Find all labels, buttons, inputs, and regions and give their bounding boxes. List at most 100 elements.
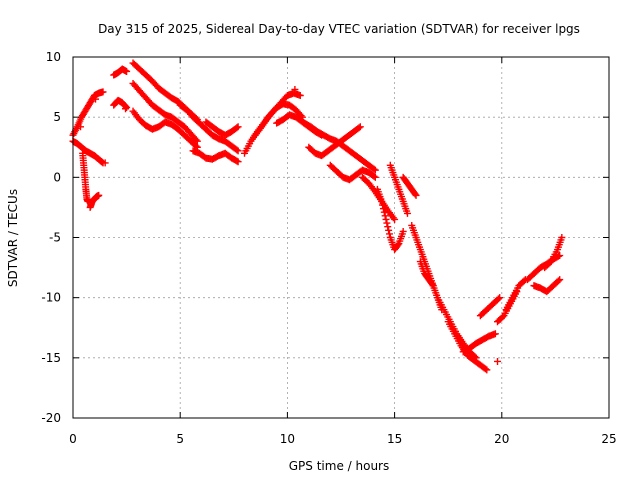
data-point	[296, 92, 304, 100]
data-point	[233, 157, 241, 165]
x-tick-label: 10	[280, 432, 295, 446]
data-point	[385, 230, 393, 238]
data-point	[234, 147, 242, 155]
data-point	[123, 104, 131, 112]
y-tick-label: -20	[41, 411, 61, 425]
x-tick-label: 0	[69, 432, 77, 446]
x-tick-label: 5	[176, 432, 184, 446]
data-point	[411, 190, 419, 198]
data-point	[494, 357, 502, 365]
data-series-track-a	[69, 88, 107, 139]
data-series-track-i	[129, 107, 201, 151]
data-series-track-e	[110, 65, 131, 79]
y-tick-label: 5	[53, 110, 61, 124]
data-point	[355, 124, 363, 132]
x-axis-label: GPS time / hours	[289, 459, 390, 473]
data-point	[371, 166, 379, 174]
data-point	[403, 209, 411, 217]
data-point	[491, 330, 499, 338]
data-series-track-f	[110, 96, 131, 112]
data-series-track-v	[399, 173, 420, 199]
data-point	[428, 280, 436, 288]
data-point	[122, 105, 130, 113]
data-point	[554, 277, 562, 285]
data-series-track-ab	[476, 294, 504, 320]
y-tick-label: -15	[41, 351, 61, 365]
label-layer: 0 5 10 15 20 25 -20 -15 -10 -5 0 5 10	[41, 50, 616, 446]
data-series-track-h	[129, 79, 201, 145]
data-point	[291, 85, 299, 93]
data-point	[556, 276, 564, 284]
data-point	[391, 215, 399, 223]
data-point	[233, 146, 241, 154]
data-point	[379, 205, 387, 213]
data-point	[379, 201, 387, 209]
data-point	[77, 123, 85, 131]
data-point	[494, 295, 502, 303]
data-series-track-c	[79, 149, 92, 205]
data-point	[370, 172, 378, 180]
y-tick-label: 10	[46, 50, 61, 64]
data-point	[234, 158, 242, 166]
y-axis-label: SDTVAR / TECUs	[6, 189, 20, 287]
data-series-track-u	[386, 161, 411, 217]
data-point	[233, 124, 241, 132]
data-point	[193, 137, 201, 145]
data-point	[483, 366, 491, 374]
data-series-track-ad	[502, 276, 529, 314]
data-point	[123, 67, 131, 75]
x-tick-label: 25	[601, 432, 616, 446]
x-tick-label: 15	[387, 432, 402, 446]
data-series-track-q	[305, 123, 364, 160]
data-point	[412, 191, 420, 199]
data-point	[356, 123, 364, 131]
data-series-track-n	[251, 89, 304, 139]
data-point	[384, 223, 392, 231]
data-point	[496, 294, 504, 302]
data-series-isolated	[77, 85, 502, 365]
y-tick-label: 0	[53, 170, 61, 184]
data-point	[520, 277, 528, 285]
data-series-track-l	[202, 118, 242, 139]
data-point	[385, 226, 393, 234]
data-point	[99, 88, 107, 96]
data-series-track-p	[294, 113, 379, 174]
data-point	[558, 234, 566, 241]
data-point	[482, 365, 490, 373]
data-point	[380, 208, 388, 216]
tick-layer	[72, 56, 610, 419]
y-tick-label: -5	[49, 231, 61, 245]
data-point	[383, 219, 391, 227]
data-layer	[69, 59, 566, 374]
data-series-track-af	[530, 276, 564, 296]
data-point	[399, 227, 407, 235]
chart-title: Day 315 of 2025, Sidereal Day-to-day VTE…	[98, 22, 580, 36]
data-point	[381, 212, 389, 220]
data-point	[378, 197, 386, 205]
data-series-track-k	[189, 147, 242, 166]
data-point	[556, 252, 564, 260]
data-series-track-t	[373, 185, 407, 254]
data-point	[92, 95, 100, 103]
data-series-track-z	[444, 318, 491, 374]
data-series-track-r	[326, 161, 379, 184]
data-series-track-d	[86, 191, 103, 211]
data-point	[371, 173, 379, 181]
y-tick-label: -10	[41, 291, 61, 305]
data-point	[394, 241, 402, 249]
data-series-track-j	[176, 101, 242, 155]
data-point	[234, 123, 242, 131]
x-tick-label: 20	[494, 432, 509, 446]
data-point	[382, 215, 390, 223]
data-point	[95, 191, 103, 199]
data-point	[192, 136, 200, 144]
data-series-track-aa	[459, 330, 499, 356]
data-point	[499, 313, 507, 321]
data-series-track-ag	[541, 234, 566, 272]
data-point	[546, 259, 554, 267]
data-point	[370, 165, 378, 173]
data-point	[101, 159, 109, 167]
